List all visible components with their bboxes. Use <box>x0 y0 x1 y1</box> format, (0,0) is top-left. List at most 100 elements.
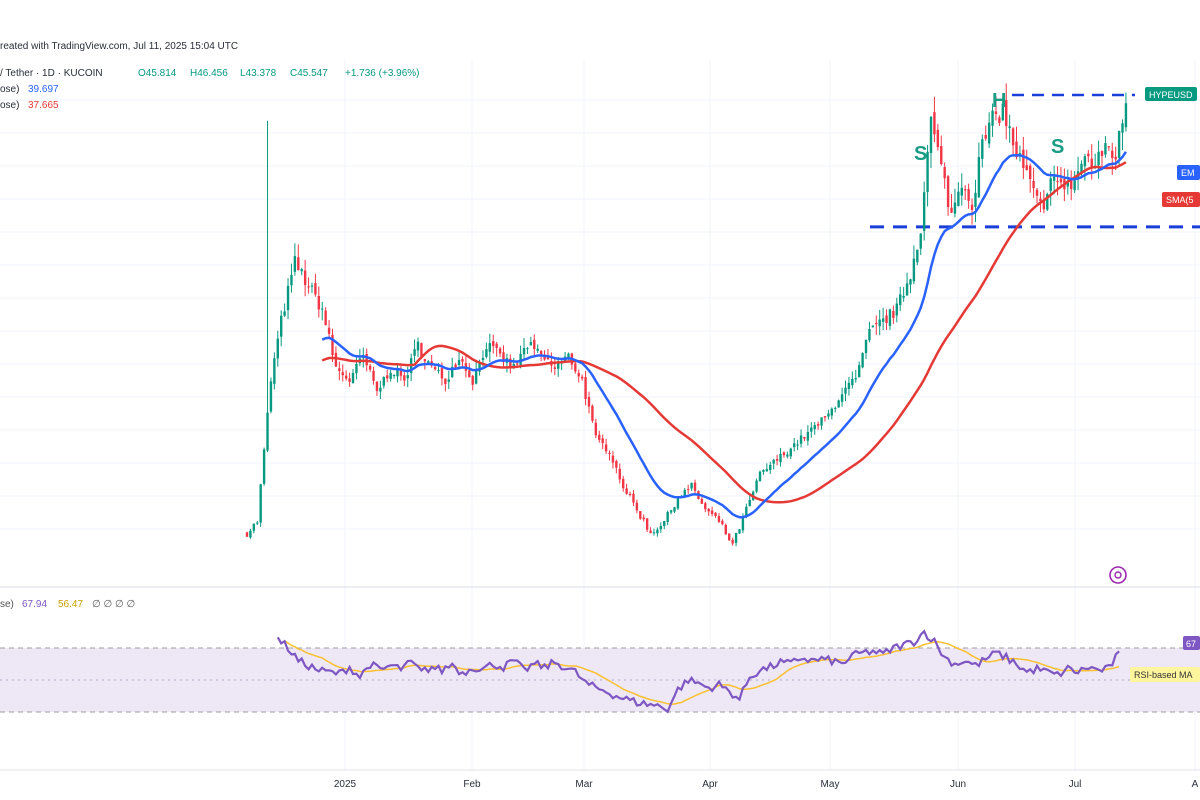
candle <box>618 463 621 484</box>
candle <box>598 430 601 443</box>
candle <box>714 512 717 518</box>
candle <box>632 489 635 507</box>
candle <box>413 339 416 363</box>
candle <box>673 506 676 514</box>
candle <box>611 451 615 469</box>
candle <box>943 162 946 189</box>
candle <box>710 506 714 517</box>
time-axis-label: Feb <box>463 779 481 790</box>
candle <box>967 183 970 209</box>
candle <box>269 377 273 414</box>
sma-legend-label: ose) <box>0 100 19 111</box>
candle <box>577 369 580 383</box>
candle <box>468 363 471 378</box>
candle <box>885 309 888 331</box>
candle <box>293 243 297 276</box>
candle <box>769 461 772 474</box>
ema-line <box>321 151 1127 519</box>
candle <box>375 381 379 396</box>
candle <box>717 513 721 524</box>
candle <box>416 337 420 357</box>
candle <box>827 409 830 420</box>
candle <box>878 309 881 336</box>
candle <box>919 233 922 256</box>
candle <box>758 470 762 482</box>
candle <box>881 307 885 331</box>
candle <box>693 479 697 495</box>
candle <box>936 124 940 151</box>
candle <box>286 278 290 320</box>
rsi-legend-extra: ∅ ∅ ∅ ∅ <box>92 599 135 610</box>
candle <box>1090 144 1093 180</box>
candle <box>461 356 464 367</box>
candle <box>926 144 929 207</box>
candle <box>994 96 998 121</box>
candle <box>1104 136 1107 158</box>
ema-legend-label: ose) <box>0 84 19 95</box>
candle <box>663 520 666 530</box>
candle <box>676 496 680 510</box>
head-label: H <box>992 90 1006 112</box>
candle <box>707 508 710 516</box>
candle <box>789 447 792 460</box>
candle <box>844 380 847 402</box>
candle <box>940 135 943 166</box>
candle <box>765 463 769 473</box>
candle <box>608 450 611 461</box>
candle <box>686 484 690 494</box>
candle <box>652 528 656 536</box>
ema-legend-value: 39.697 <box>28 84 59 95</box>
ema-price-tag-text: EM <box>1181 168 1195 178</box>
candle <box>502 345 505 367</box>
candle <box>690 482 693 491</box>
candle <box>594 418 598 439</box>
candle <box>1008 114 1011 143</box>
candle <box>591 404 594 423</box>
created-with-text: reated with TradingView.com, Jul 11, 202… <box>0 41 238 52</box>
candle <box>1018 145 1022 162</box>
candle <box>1124 92 1128 132</box>
candle <box>625 483 628 495</box>
candle <box>823 416 827 422</box>
candle <box>820 417 823 430</box>
candle <box>324 307 327 326</box>
candle <box>1049 171 1052 206</box>
candle <box>474 362 478 385</box>
candle <box>830 407 834 420</box>
rsi-ma-line <box>284 639 1120 705</box>
candle <box>649 527 652 534</box>
candle <box>1001 99 1005 122</box>
candle <box>529 336 533 346</box>
candle <box>645 518 649 532</box>
rsi-legend-label: se) <box>0 599 14 610</box>
pair-title: / Tether · 1D · KUCOIN <box>0 68 103 79</box>
candle <box>259 483 262 528</box>
candle <box>639 511 642 520</box>
candle <box>857 361 861 378</box>
candle <box>368 364 372 372</box>
candle <box>351 368 355 384</box>
candle <box>738 529 741 534</box>
candle <box>964 185 967 200</box>
candle <box>317 286 321 318</box>
reset-chart-icon[interactable] <box>1109 566 1127 584</box>
candle <box>1080 160 1083 179</box>
candle <box>447 371 450 389</box>
ohlc-close: C45.547 <box>290 68 328 79</box>
candle <box>772 458 775 470</box>
candle <box>454 362 457 369</box>
candle <box>762 469 765 475</box>
candle <box>888 308 892 330</box>
candle <box>430 354 433 368</box>
candle <box>834 406 837 413</box>
candle <box>700 497 704 505</box>
candle <box>355 355 358 380</box>
candle <box>526 346 529 355</box>
sma-price-tag-text: SMA(5 <box>1166 195 1194 205</box>
candle <box>731 537 734 546</box>
candle <box>748 495 751 507</box>
candle <box>546 348 550 360</box>
candle <box>327 320 331 340</box>
ema-price-tag: EM <box>1177 165 1200 180</box>
candle <box>557 357 560 377</box>
